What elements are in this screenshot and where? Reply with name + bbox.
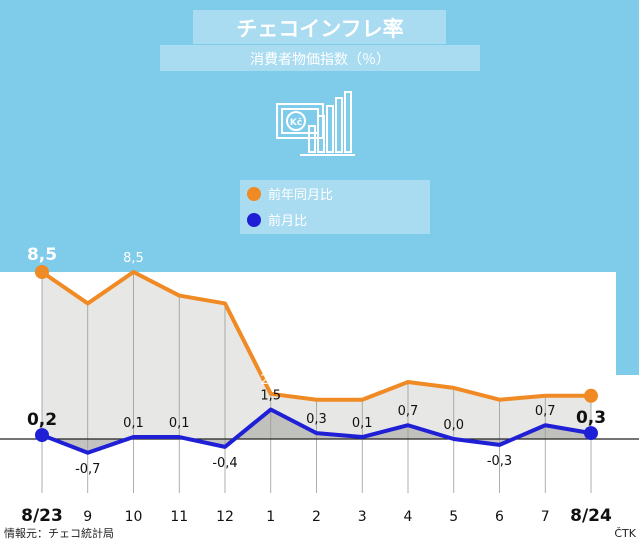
yoy-data-label: 2,2 — [576, 369, 606, 389]
mom-data-label: -0,3 — [487, 454, 512, 469]
x-tick-label: 7 — [541, 509, 550, 525]
gridlines — [41, 272, 592, 493]
agency-credit: ČTK — [614, 527, 636, 540]
x-tick-label: 5 — [449, 509, 458, 525]
x-tick-label: 10 — [125, 509, 143, 525]
legend-box — [240, 180, 430, 234]
subtitle-bar — [160, 45, 480, 71]
title-bar — [193, 10, 446, 44]
chart-subtitle: 消費者物価指数（％） — [250, 52, 390, 68]
source-note: 情報元：チェコ統計局 — [4, 526, 114, 540]
mom-data-label: -0,7 — [75, 462, 100, 477]
yoy-line — [40, 270, 593, 402]
x-tick-label: 8/23 — [21, 506, 63, 526]
mom-data-label: 0,1 — [123, 416, 144, 431]
chart-title: チェコインフレ率 — [236, 17, 403, 41]
yoy-data-label: 7,3 — [169, 275, 190, 290]
x-tick-label: 4 — [404, 509, 413, 525]
mom-point — [35, 428, 49, 443]
series-lines — [40, 270, 593, 455]
data-labels: 8,5 6,9 8,5 7,3 6,9 2,3 2,0 2,0 2,9 2,6 2,0 2,2 2,2 0… — [27, 245, 606, 477]
yoy-data-label: 8,5 — [27, 245, 57, 265]
mom-data-label: 0,1 — [169, 416, 190, 431]
mom-data-label: 0,2 — [27, 410, 57, 430]
legend-label: 前月比 — [268, 213, 307, 229]
x-tick-label: 12 — [216, 509, 234, 525]
mom-data-label: 0,3 — [306, 412, 327, 427]
yoy-point — [584, 388, 598, 403]
yoy-data-label: 2,0 — [306, 379, 327, 394]
mom-data-label: -0,4 — [212, 456, 237, 471]
mom-line — [40, 407, 593, 455]
legend-marker — [247, 213, 261, 227]
yoy-data-label: 2,6 — [443, 367, 464, 382]
yoy-data-label: 2,0 — [489, 379, 510, 394]
yoy-data-label: 2,2 — [535, 375, 556, 390]
yoy-data-label: 8,5 — [123, 251, 144, 266]
mom-data-label: 1,5 — [260, 389, 281, 404]
x-tick-label: 1 — [266, 509, 275, 525]
mom-data-label: 0,1 — [352, 416, 373, 431]
yoy-data-label: 6,9 — [77, 282, 98, 297]
legend-marker — [247, 187, 261, 201]
mom-point — [584, 426, 598, 441]
mom-data-label: 0,7 — [535, 404, 556, 419]
x-tick-label: 11 — [170, 509, 188, 525]
yoy-data-label: 2,9 — [398, 361, 419, 376]
yoy-data-label: 2,3 — [260, 373, 281, 388]
mom-data-label: 0,3 — [576, 408, 606, 428]
yoy-data-label: 6,9 — [215, 282, 236, 297]
yoy-point — [35, 265, 49, 279]
x-tick-label: 6 — [495, 509, 504, 525]
yoy-data-label: 2,0 — [352, 379, 373, 394]
x-tick-label: 8/24 — [570, 506, 612, 526]
koruna-symbol: Kč — [290, 117, 302, 128]
legend-label: 前年同月比 — [268, 187, 333, 203]
koruna-banknote-bar-chart-icon — [276, 91, 355, 156]
series-points — [35, 265, 598, 443]
mom-data-label: 0,0 — [443, 418, 464, 433]
x-tick-label: 9 — [83, 509, 92, 525]
mom-data-label: 0,7 — [398, 404, 419, 419]
x-tick-label: 3 — [358, 509, 367, 525]
x-tick-label: 2 — [312, 509, 321, 525]
x-axis: 8/23 9 10 11 12 1 2 3 4 5 6 7 8/24 — [21, 506, 612, 526]
